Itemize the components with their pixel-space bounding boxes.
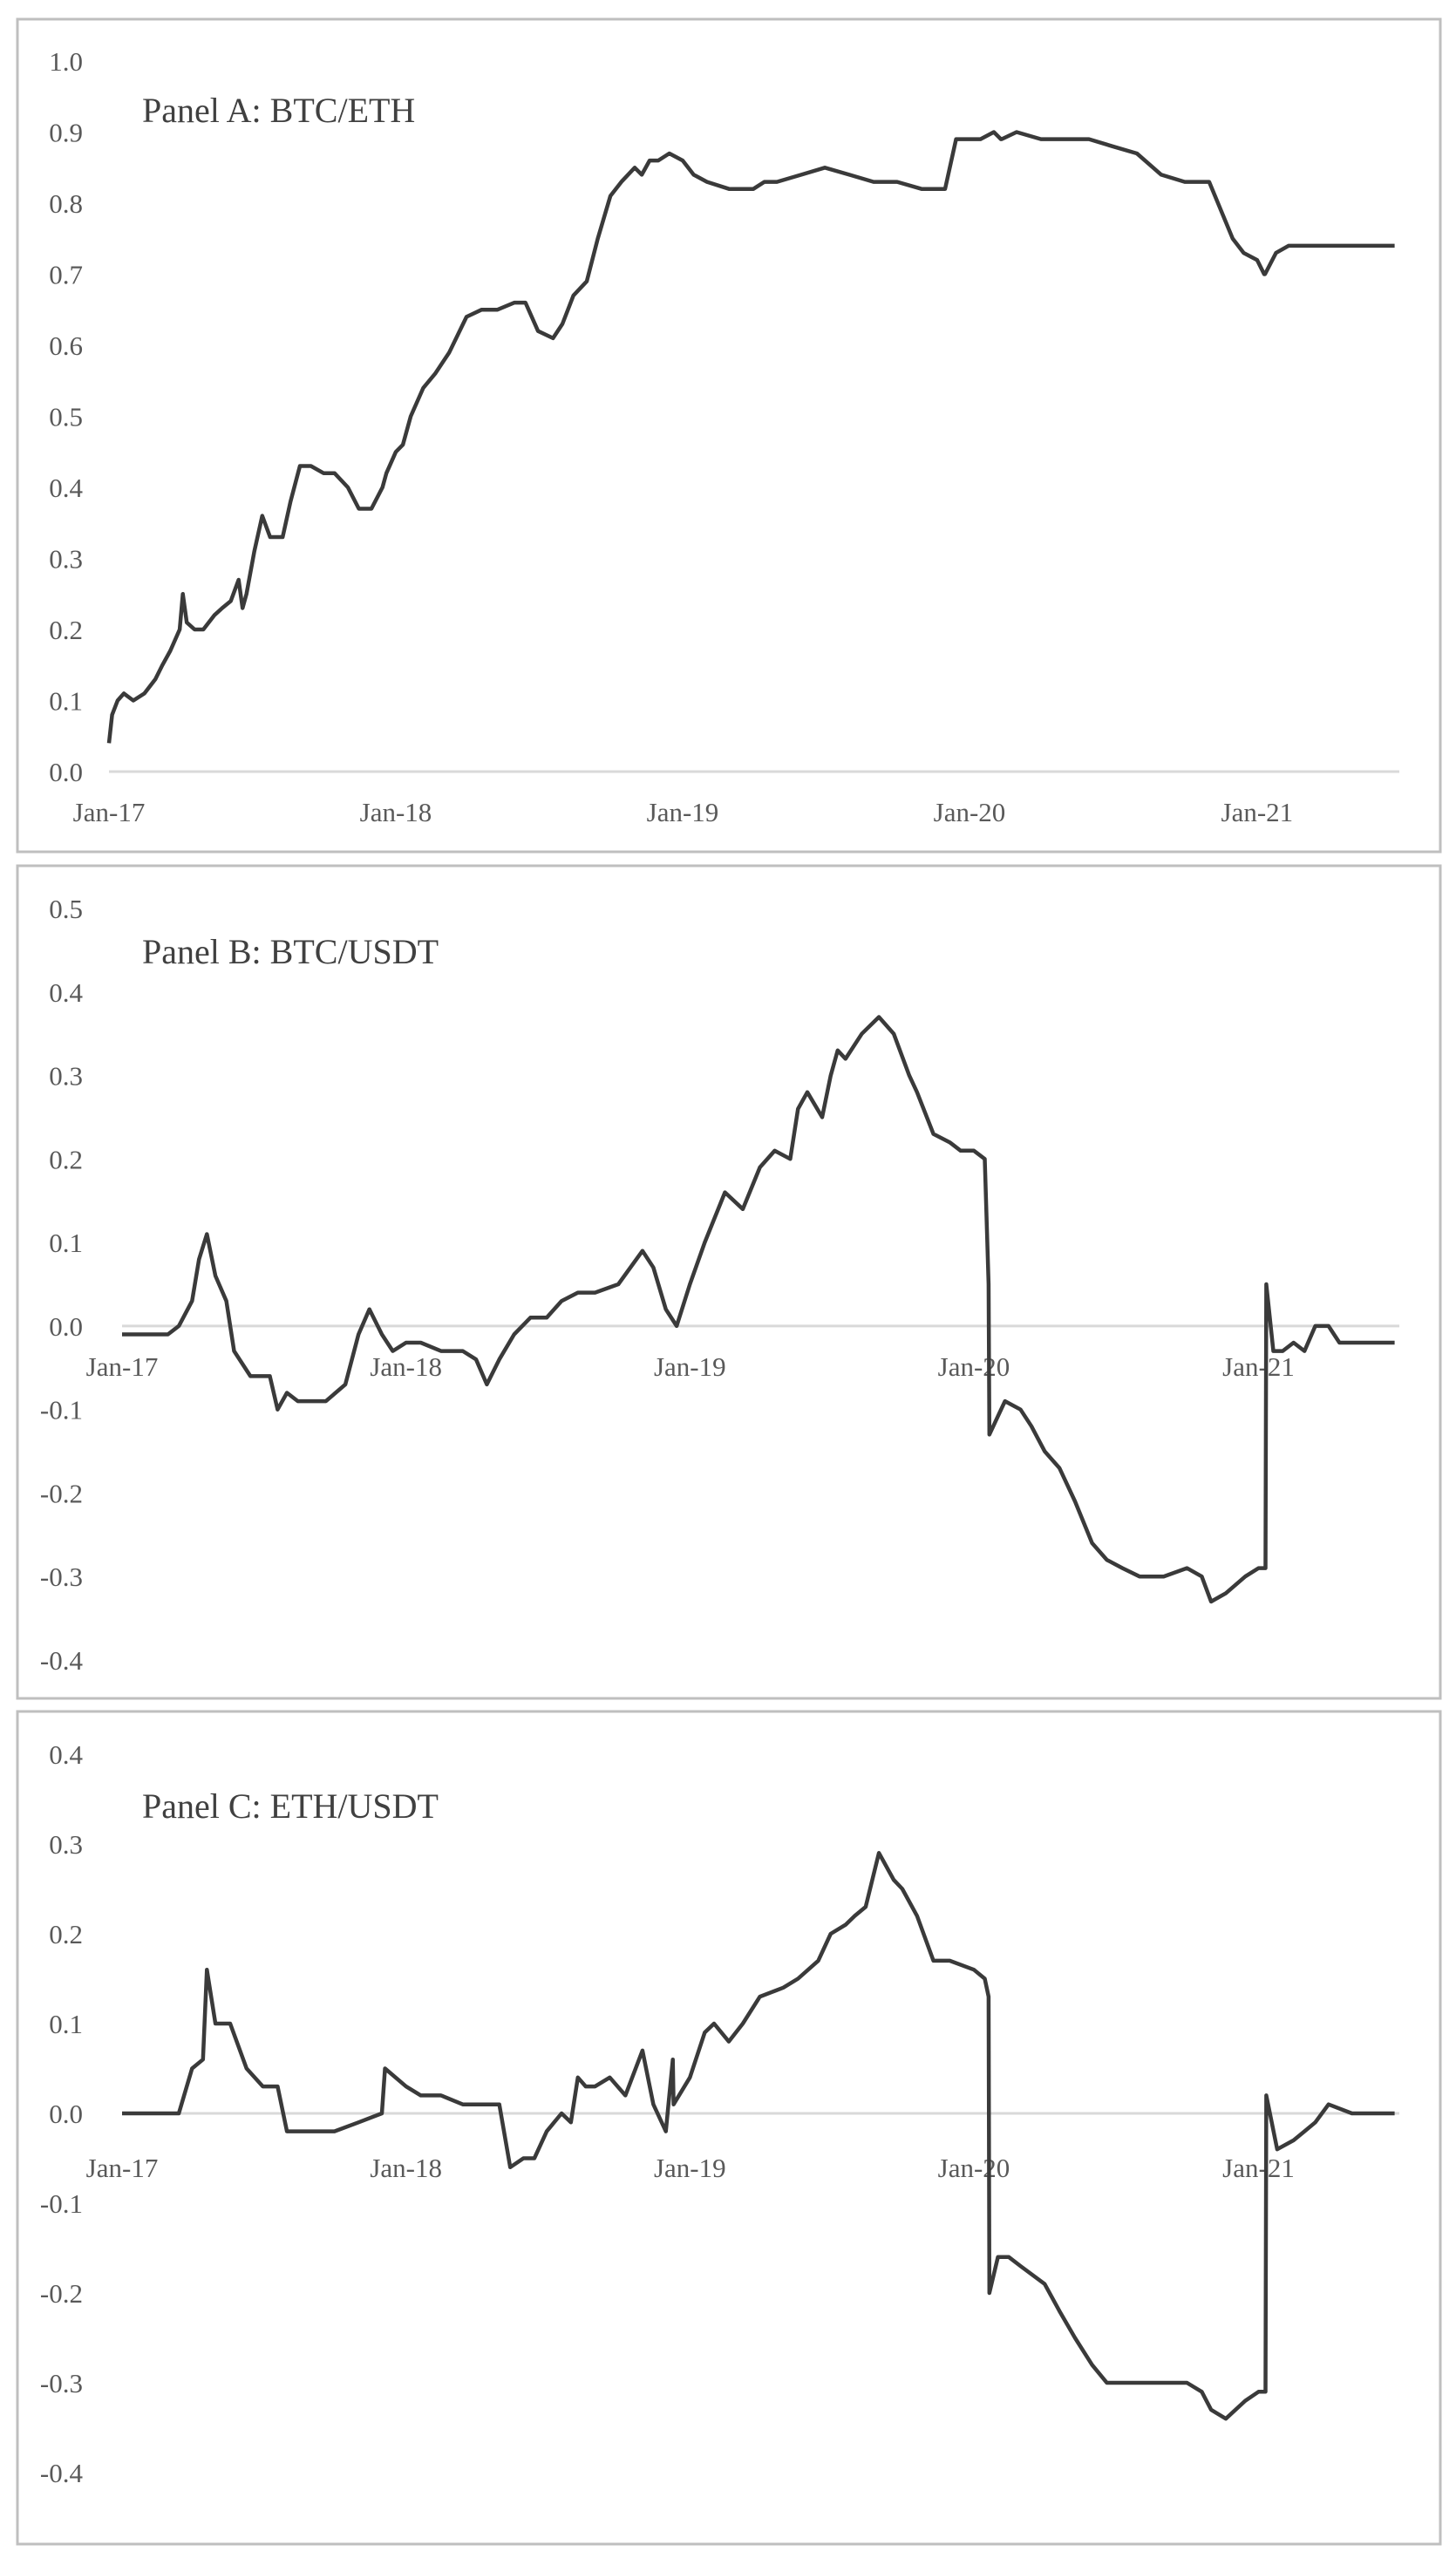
y-tick-label: -0.1 [40, 2188, 83, 2219]
panel-frame [16, 1710, 1442, 2546]
series-line [106, 130, 1395, 744]
panel-title: Panel C: ETH/USDT [142, 1786, 439, 1826]
y-tick-label: 0.6 [49, 330, 83, 361]
y-tick-label: -0.4 [40, 2458, 84, 2488]
y-tick-label: -0.3 [40, 2368, 83, 2398]
panel-title: Panel A: BTC/ETH [142, 91, 415, 130]
y-tick-label: 0.5 [49, 402, 83, 432]
series-line [122, 1015, 1395, 1604]
x-tick-label: Jan-19 [654, 1351, 726, 1382]
y-tick-label: 0.1 [49, 2009, 83, 2039]
y-tick-label: -0.3 [40, 1561, 83, 1592]
x-tick-label: Jan-17 [86, 2153, 159, 2183]
y-tick-label: 0.2 [49, 1919, 83, 1949]
y-tick-label: -0.1 [40, 1395, 83, 1425]
y-tick-label: 0.4 [49, 1739, 83, 1770]
y-tick-label: 1.0 [49, 46, 83, 77]
panel-frame [16, 17, 1442, 854]
x-tick-label: Jan-21 [1222, 2153, 1295, 2183]
x-tick-label: Jan-18 [370, 2153, 442, 2183]
x-tick-label: Jan-20 [934, 797, 1006, 827]
x-tick-label: Jan-18 [360, 797, 432, 827]
y-tick-label: 0.2 [49, 615, 83, 645]
x-tick-label: Jan-21 [1221, 797, 1294, 827]
y-tick-label: -0.4 [40, 1645, 84, 1676]
y-tick-label: 0.1 [49, 1228, 83, 1258]
x-tick-label: Jan-19 [654, 2153, 726, 2183]
y-tick-label: 0.3 [49, 1061, 83, 1092]
y-tick-label: 0.7 [49, 260, 83, 290]
y-tick-label: 0.2 [49, 1144, 83, 1174]
x-tick-label: Jan-17 [73, 797, 146, 827]
x-tick-label: Jan-20 [938, 2153, 1010, 2183]
y-tick-label: 0.1 [49, 686, 83, 717]
y-tick-label: 0.0 [49, 1311, 83, 1342]
panel-1: 1.0 0.9 0.8 0.7 0.6 0.5 0.4 0.3 0.2 0.1 0.0 Jan-17 J… [16, 17, 1442, 854]
y-tick-label: 0.9 [49, 118, 83, 148]
y-tick-label: 0.5 [49, 894, 83, 924]
panel-title: Panel B: BTC/USDT [142, 932, 439, 971]
x-tick-label: Jan-18 [370, 1351, 442, 1382]
x-tick-label: Jan-21 [1222, 1351, 1295, 1382]
y-tick-label: 0.8 [49, 188, 83, 219]
series-line [122, 1851, 1395, 2421]
x-tick-label: Jan-20 [938, 1351, 1010, 1382]
panel-frame [16, 864, 1442, 1700]
y-tick-label: 0.3 [49, 544, 83, 575]
y-tick-label: 0.0 [49, 757, 83, 787]
x-tick-label: Jan-19 [647, 797, 719, 827]
y-tick-label: 0.4 [49, 473, 83, 503]
y-tick-label: -0.2 [40, 2278, 83, 2309]
panel-2: 0.5 0.4 0.3 0.2 0.1 0.0 -0.1 -0.2 -0.3 -0.4 Jan-17… [16, 864, 1442, 1700]
y-tick-label: 0.4 [49, 977, 83, 1008]
y-tick-label: 0.0 [49, 2099, 83, 2129]
y-tick-label: -0.2 [40, 1478, 83, 1508]
panel-3: 0.4 0.3 0.2 0.1 0.0 -0.1 -0.2 -0.3 -0.4 Jan-17 Jan… [16, 1710, 1442, 2546]
y-tick-label: 0.3 [49, 1829, 83, 1860]
x-tick-label: Jan-17 [86, 1351, 159, 1382]
